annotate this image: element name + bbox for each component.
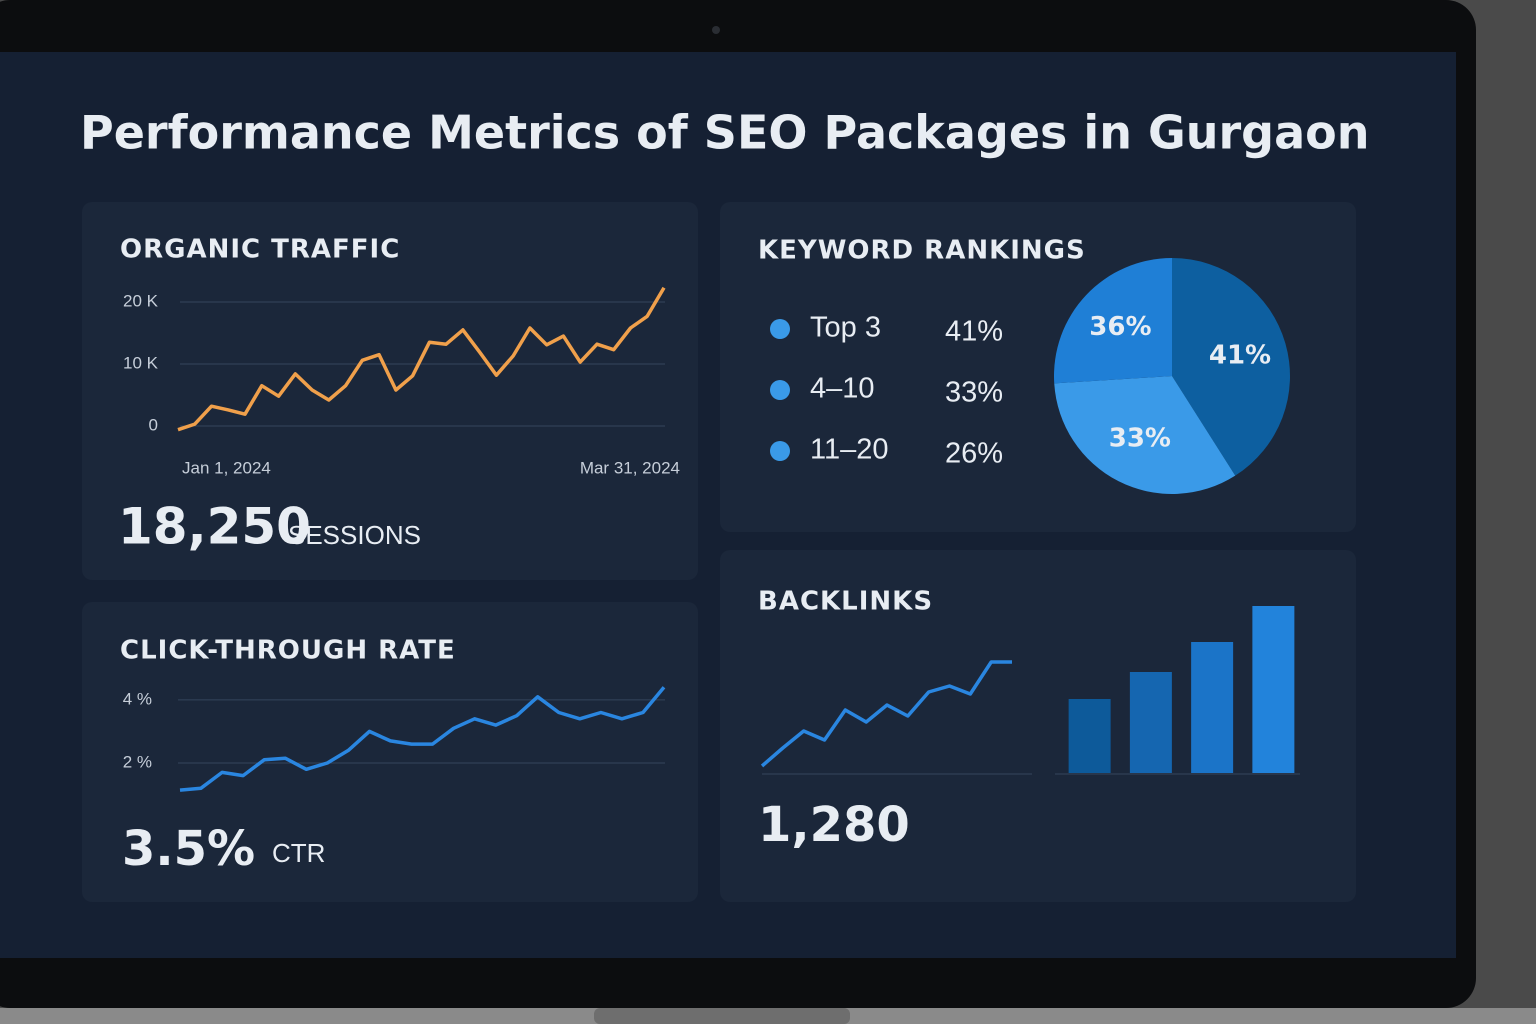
kpi-value: 18,250 [118, 498, 311, 556]
y-tick-label: 2 % [123, 752, 152, 771]
bar [1191, 642, 1234, 773]
legend-value: 41% [945, 316, 1003, 348]
pie-slice [1054, 258, 1172, 384]
kpi-unit: SESSIONS [288, 520, 421, 550]
pie-slice [1172, 258, 1291, 476]
hinge [594, 1008, 850, 1024]
bar [1252, 606, 1295, 773]
kpi-value: 3.5% [122, 821, 255, 877]
y-tick-label: 20 K [123, 291, 159, 310]
page-title: Performance Metrics of SEO Packages in G… [80, 106, 1369, 160]
kpi-value: 1,280 [758, 797, 910, 853]
card [720, 550, 1356, 902]
bar [1068, 699, 1111, 773]
card-title: BACKLINKS [758, 587, 933, 617]
line [179, 686, 666, 792]
legend-marker [770, 380, 790, 400]
kpi-unit: CTR [272, 838, 325, 868]
legend-value: 26% [945, 438, 1003, 470]
x-tick-label: Mar 31, 2024 [580, 458, 680, 477]
card-title: KEYWORD RANKINGS [758, 236, 1086, 266]
legend-label: 11–20 [810, 434, 889, 466]
legend-value: 33% [945, 377, 1003, 409]
card-title: CLICK-THROUGH RATE [120, 636, 456, 666]
slice-label: 36% [1089, 312, 1151, 342]
slice-label: 41% [1209, 341, 1271, 371]
camera [712, 26, 720, 34]
pie-slice [1054, 376, 1236, 494]
card [82, 202, 698, 580]
legend-label: Top 3 [810, 312, 881, 344]
slice-label: 33% [1109, 424, 1171, 454]
y-tick-label: 10 K [123, 353, 159, 372]
legend-marker [770, 319, 790, 339]
bar [1129, 672, 1172, 773]
card [82, 602, 698, 902]
card-title: ORGANIC TRAFFIC [120, 235, 400, 265]
y-tick-label: 0 [149, 415, 158, 434]
y-tick-label: 4 % [123, 689, 152, 708]
legend-marker [770, 441, 790, 461]
line [177, 286, 666, 432]
line [760, 660, 1012, 768]
legend-label: 4–10 [810, 373, 875, 405]
x-tick-label: Jan 1, 2024 [182, 458, 271, 477]
